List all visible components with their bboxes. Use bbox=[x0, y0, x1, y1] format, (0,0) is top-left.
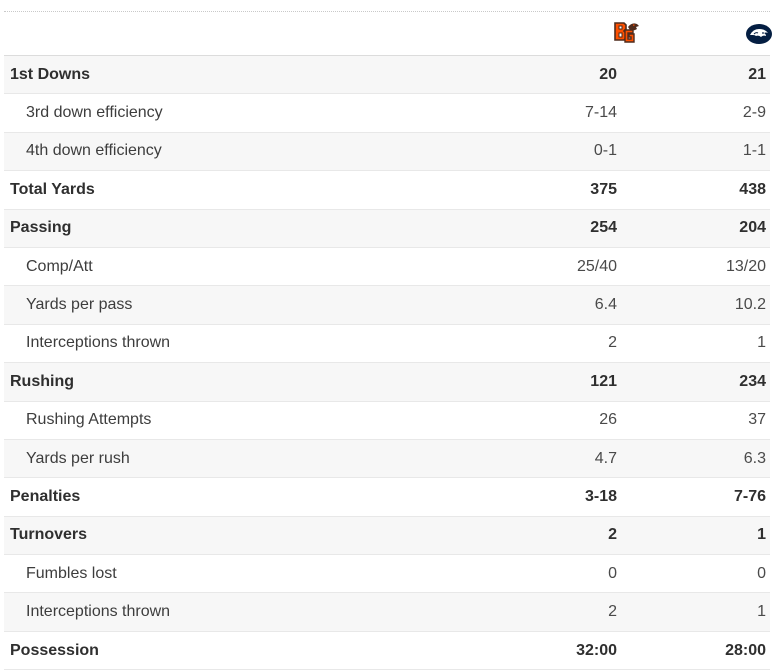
home-stat-value: 6.4 bbox=[594, 296, 617, 314]
table-row: Possession 32:00 28:00 bbox=[4, 632, 770, 670]
away-team-header bbox=[643, 23, 773, 45]
stat-label: Penalties bbox=[10, 487, 81, 505]
home-stat-value: 2 bbox=[608, 603, 617, 621]
table-row: 1st Downs 20 21 bbox=[4, 56, 770, 95]
team-stats-table: 1st Downs 20 21 3rd down efficiency 7-14… bbox=[4, 0, 773, 670]
away-stat-value: 21 bbox=[748, 65, 766, 83]
away-stat-value: 6.3 bbox=[743, 449, 766, 467]
stat-label: Yards per rush bbox=[26, 449, 130, 467]
table-row: Total Yards 375 438 bbox=[4, 171, 770, 210]
stat-label: Interceptions thrown bbox=[26, 603, 171, 621]
stat-label: 3rd down efficiency bbox=[26, 104, 163, 122]
stats-rows: 1st Downs 20 21 3rd down efficiency 7-14… bbox=[4, 56, 770, 670]
home-stat-value: 3-18 bbox=[584, 487, 617, 505]
stat-label: Total Yards bbox=[10, 180, 95, 198]
penn-state-lion-logo-icon bbox=[746, 23, 772, 44]
home-team-header bbox=[495, 21, 643, 47]
table-row: Comp/Att 25/40 13/20 bbox=[4, 248, 770, 287]
table-row: Yards per pass 6.4 10.2 bbox=[4, 286, 770, 325]
home-stat-value: 2 bbox=[608, 334, 617, 352]
away-stat-value: 13/20 bbox=[725, 257, 766, 275]
away-stat-value: 234 bbox=[739, 372, 766, 390]
away-stat-value: 1-1 bbox=[742, 142, 766, 160]
bowling-green-falcon-logo-icon bbox=[614, 21, 639, 43]
top-divider bbox=[4, 11, 770, 12]
stat-label: Interceptions thrown bbox=[26, 334, 171, 352]
away-stat-value: 2-9 bbox=[742, 104, 766, 122]
stat-label: Possession bbox=[10, 641, 99, 659]
home-stat-value: 26 bbox=[599, 411, 617, 429]
away-stat-value: 10.2 bbox=[734, 296, 766, 314]
stat-label: 1st Downs bbox=[10, 65, 91, 83]
stat-label: Comp/Att bbox=[26, 257, 93, 275]
home-stat-value: 254 bbox=[590, 219, 617, 237]
home-stat-value: 25/40 bbox=[576, 257, 617, 275]
home-stat-value: 0-1 bbox=[593, 142, 617, 160]
table-row: 3rd down efficiency 7-14 2-9 bbox=[4, 94, 770, 133]
stat-label: Rushing bbox=[10, 372, 74, 390]
home-stat-value: 375 bbox=[590, 180, 617, 198]
team-header-row bbox=[4, 12, 773, 56]
home-stat-value: 4.7 bbox=[594, 449, 617, 467]
stat-label: Passing bbox=[10, 219, 72, 237]
table-row: Passing 254 204 bbox=[4, 209, 770, 248]
stat-label: Turnovers bbox=[10, 526, 88, 544]
home-stat-value: 2 bbox=[608, 526, 617, 544]
table-row: Rushing 121 234 bbox=[4, 363, 770, 402]
table-row: 4th down efficiency 0-1 1-1 bbox=[4, 132, 770, 172]
away-stat-value: 438 bbox=[739, 180, 766, 198]
table-row: Interceptions thrown 2 1 bbox=[4, 325, 770, 364]
stat-label: Fumbles lost bbox=[26, 564, 117, 582]
home-stat-value: 121 bbox=[590, 372, 617, 390]
home-stat-value: 32:00 bbox=[576, 641, 617, 659]
table-row: Yards per rush 4.7 6.3 bbox=[4, 439, 770, 479]
away-stat-value: 7-76 bbox=[733, 487, 766, 505]
table-row: Penalties 3-18 7-76 bbox=[4, 478, 770, 517]
away-stat-value: 37 bbox=[748, 411, 766, 429]
table-row: Turnovers 2 1 bbox=[4, 516, 770, 556]
home-stat-value: 20 bbox=[599, 65, 617, 83]
home-stat-value: 7-14 bbox=[584, 104, 617, 122]
table-row: Fumbles lost 0 0 bbox=[4, 555, 770, 594]
stat-label: 4th down efficiency bbox=[26, 142, 162, 160]
stat-label: Rushing Attempts bbox=[26, 411, 152, 429]
home-stat-value: 0 bbox=[608, 564, 617, 582]
away-stat-value: 0 bbox=[757, 564, 766, 582]
table-row: Interceptions thrown 2 1 bbox=[4, 593, 770, 632]
away-stat-value: 1 bbox=[757, 526, 766, 544]
away-stat-value: 204 bbox=[739, 219, 766, 237]
stat-label: Yards per pass bbox=[26, 296, 133, 314]
away-stat-value: 1 bbox=[757, 334, 766, 352]
table-row: Rushing Attempts 26 37 bbox=[4, 402, 770, 440]
away-stat-value: 28:00 bbox=[725, 641, 766, 659]
away-stat-value: 1 bbox=[757, 603, 766, 621]
